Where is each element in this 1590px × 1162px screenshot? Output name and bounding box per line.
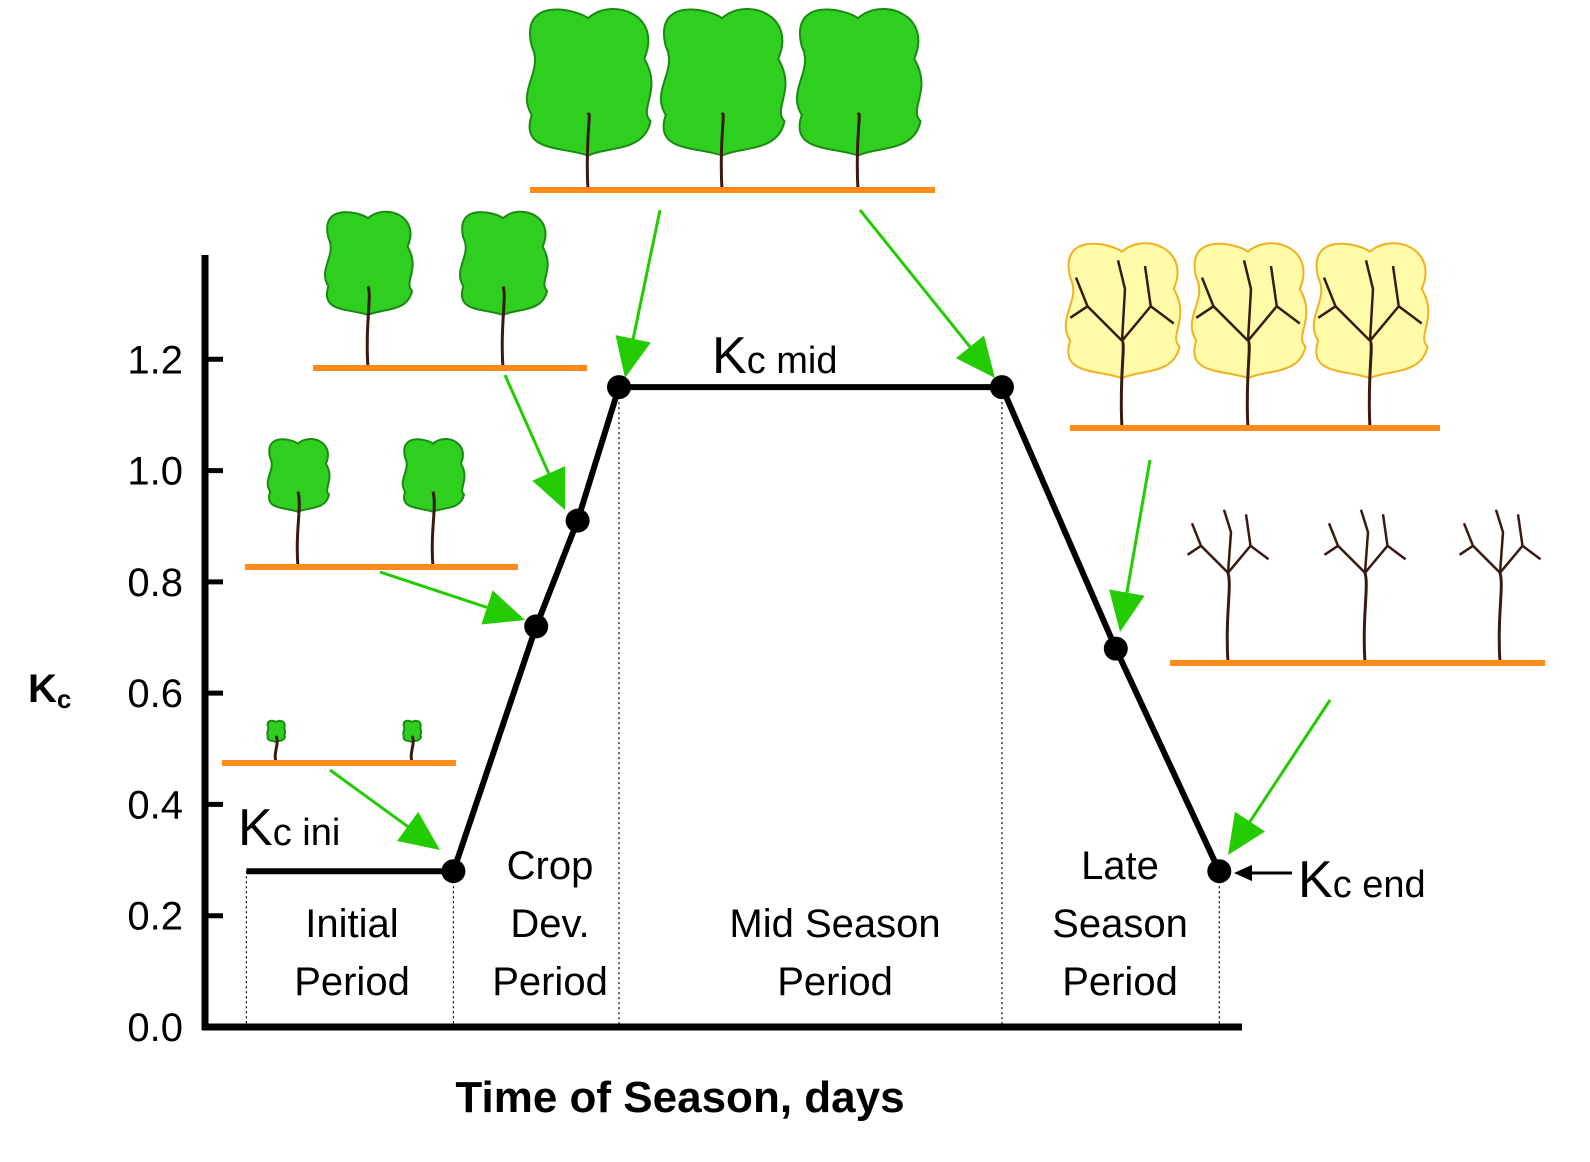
arrow-shaft — [631, 209, 662, 340]
y-tick-label: 0.0 — [127, 1006, 183, 1050]
arrow-head — [1234, 864, 1252, 882]
tree-crown — [323, 210, 414, 317]
kc-point — [441, 859, 466, 884]
tree-branches — [1069, 260, 1175, 342]
tree-crown — [525, 8, 653, 157]
arrow-shaft — [1125, 459, 1152, 593]
kc-label: Kc end — [1298, 851, 1426, 909]
arrow-head — [955, 335, 995, 378]
tree-crown — [266, 438, 331, 513]
tree-crown — [458, 210, 549, 317]
period-label: Crop — [507, 844, 594, 888]
tree-trunk — [1119, 339, 1125, 429]
y-tick-label: 0.4 — [127, 783, 183, 827]
tree-branches — [1317, 260, 1423, 342]
period-label: Season — [1052, 902, 1188, 946]
tree-trunk — [500, 285, 506, 369]
arrow-head — [615, 335, 651, 378]
tree-branches — [1458, 509, 1542, 574]
y-tick-label: 1.2 — [127, 338, 183, 382]
arrow-head — [481, 590, 525, 625]
y-tick-label: 1.0 — [127, 450, 183, 494]
tree-branches — [1195, 260, 1301, 342]
period-label: Initial — [305, 902, 398, 946]
kc-label-sub: c end — [1333, 864, 1426, 906]
arrow-head — [532, 466, 566, 510]
tree-trunk — [1362, 572, 1368, 664]
arrow-shaft — [329, 768, 409, 828]
y-axis-label: Kc — [28, 667, 71, 714]
kc-label-main: K — [1298, 851, 1333, 909]
kc-label-main: K — [712, 327, 747, 385]
period-label: Mid Season — [729, 902, 940, 946]
y-tick-label: 0.2 — [127, 895, 183, 939]
tree-trunk — [365, 285, 371, 369]
period-label: Period — [1062, 960, 1178, 1004]
period-label: Late — [1081, 844, 1159, 888]
y-label-sub: c — [57, 684, 71, 714]
tree-trunk — [585, 112, 591, 191]
kc-point — [1103, 636, 1128, 661]
y-tick-label: 0.8 — [127, 561, 183, 605]
tree-trunk — [855, 112, 861, 191]
tree-trunk — [295, 491, 301, 568]
illustrations — [222, 8, 1545, 882]
tree-trunk — [1245, 339, 1251, 429]
tree-crown — [402, 719, 423, 743]
period-label: Period — [492, 960, 608, 1004]
kc-point — [1207, 859, 1232, 884]
y-tick-label: 0.6 — [127, 672, 183, 716]
kc-label: Kc mid — [712, 327, 837, 385]
period-label: Period — [777, 960, 893, 1004]
kc-point — [607, 375, 631, 400]
kc-label-main: K — [238, 799, 273, 857]
kc-label: Kc ini — [238, 799, 340, 857]
period-label: Period — [294, 960, 410, 1004]
arrow-shaft — [379, 570, 488, 609]
tree-trunk — [719, 112, 725, 191]
arrow-shaft — [1248, 699, 1332, 823]
tree-trunk — [1225, 572, 1231, 664]
arrow-shaft — [858, 209, 972, 348]
kc-point — [989, 375, 1014, 400]
tree-crown — [401, 438, 466, 513]
tree-trunk — [1367, 339, 1373, 429]
y-label-main: K — [28, 667, 57, 711]
tree-trunk — [1497, 572, 1503, 664]
arrow-head — [397, 811, 440, 850]
tree-crown — [266, 719, 287, 743]
kc-label-sub: c ini — [273, 812, 341, 854]
tree-crown — [659, 8, 787, 157]
kc-label-sub: c mid — [747, 340, 838, 382]
arrow-shaft — [503, 374, 551, 475]
kc-curve — [246, 384, 1223, 875]
kc-point — [565, 508, 590, 533]
tree-branches — [1186, 509, 1270, 574]
arrow-head — [1228, 811, 1266, 855]
arrow-head — [1109, 589, 1145, 632]
kc-point — [524, 614, 549, 639]
tree-branches — [1323, 509, 1407, 574]
tree-trunk — [430, 491, 436, 568]
tree-crown — [795, 8, 923, 157]
period-label: Dev. — [510, 902, 589, 946]
x-axis-label: Time of Season, days — [455, 1073, 904, 1122]
